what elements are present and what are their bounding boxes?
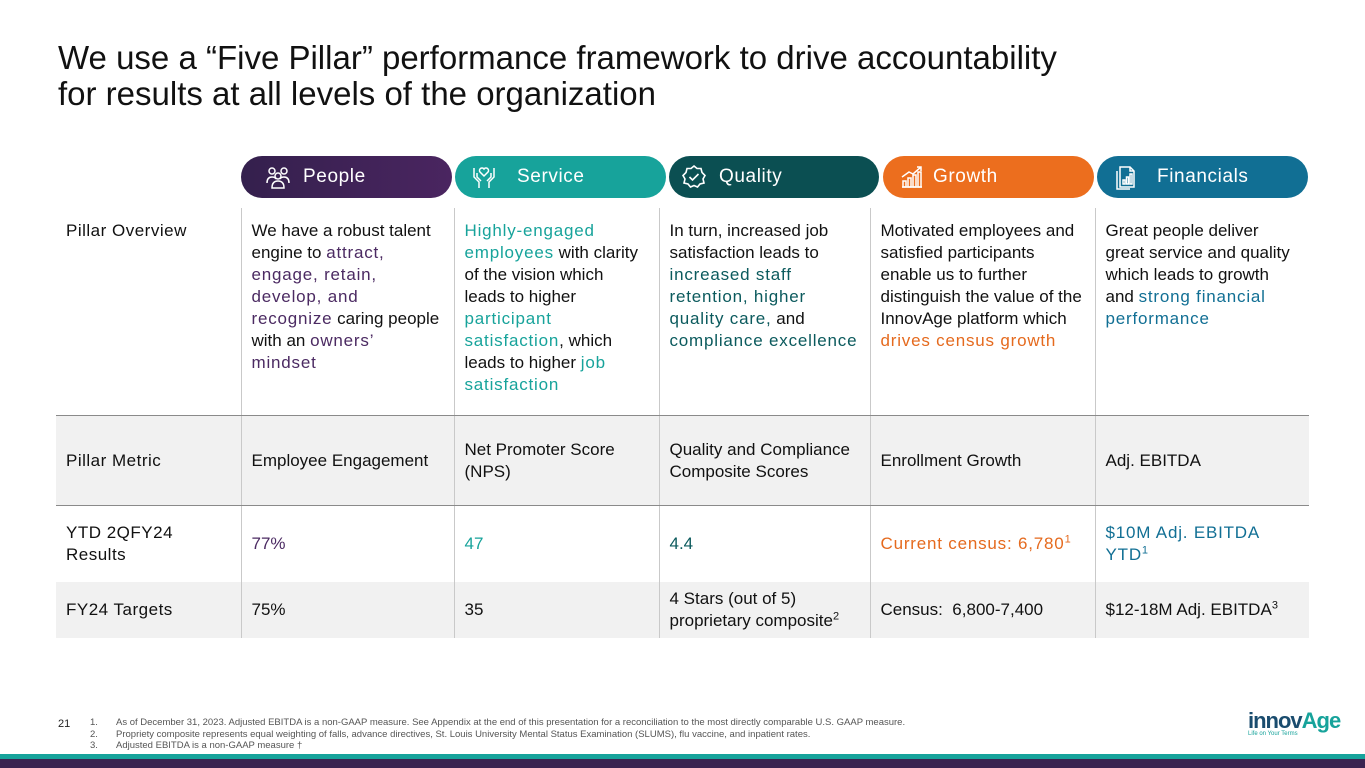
metric-financials: Adj. EBITDA [1094,415,1309,506]
footer-bar-teal [0,754,1365,759]
footnotes: 1. As of December 31, 2023. Adjusted EBIT… [90,717,905,752]
results-service: 47 [453,505,659,582]
slide-title: We use a “Five Pillar” performance frame… [58,40,1178,112]
results-financials: $10M Adj. EBITDA YTD1 [1094,505,1309,582]
title-line-2: for results at all levels of the organiz… [58,75,656,112]
row-fy24-targets: FY24 Targets 75% 35 4 Stars (out of 5) p… [56,582,1309,638]
footnote: 3. Adjusted EBITDA is a non-GAAP measure … [90,740,303,751]
overview-growth: Motivated employees and satisfied partic… [869,208,1095,416]
pillar-service: Service [455,156,666,198]
metric-service: Net Promoter Score (NPS) [453,415,659,506]
pillar-people: People [241,156,452,198]
targets-growth: Census: 6,800-7,400 [869,582,1095,638]
results-growth: Current census: 6,7801 [869,505,1095,582]
row-label: Pillar Metric [56,415,241,506]
footnote: 1. As of December 31, 2023. Adjusted EBIT… [90,717,906,728]
metric-quality: Quality and Compliance Composite Scores [658,415,870,506]
row-label: YTD 2QFY24 Results [66,523,174,564]
row-label: Pillar Overview [56,208,241,416]
pillar-label: Financials [1157,166,1249,187]
hands-heart-icon [473,167,495,188]
pillar-label: Service [517,166,585,187]
pillar-financials: Financials [1097,156,1308,198]
metric-growth: Enrollment Growth [869,415,1095,506]
overview-quality: In turn, increased job satisfaction lead… [658,208,870,416]
targets-service: 35 [453,582,659,638]
pillar-label: People [303,166,366,187]
targets-people: 75% [240,582,454,638]
targets-financials: $12-18M Adj. EBITDA3 [1094,582,1309,638]
row-pillar-overview: Pillar Overview We have a robust talent … [56,208,1309,416]
pillar-label: Growth [933,166,998,187]
innovage-logo: innovAge Life on Your Terms [1248,708,1341,738]
overview-financials: Great people deliver great service and q… [1094,208,1309,416]
badge-check-icon [682,164,706,188]
people-icon [266,167,290,189]
pillar-table: Pillar Overview We have a robust talent … [56,208,1309,638]
results-people: 77% [240,505,454,582]
page-number: 21 [58,718,71,730]
row-ytd-results: YTD 2QFY24 Results 77% 47 4.4 Current ce… [56,505,1309,582]
targets-quality: 4 Stars (out of 5) proprietary composite… [658,582,870,638]
footnote: 2. Propriety composite represents equal w… [90,728,811,740]
overview-people: We have a robust talent engine to attrac… [240,208,454,416]
row-label: FY24 Targets [56,582,241,638]
pillar-label: Quality [719,166,783,187]
pillar-quality: Quality [669,156,879,198]
overview-service: Highly-engaged employees with clarity of… [453,208,659,416]
financial-doc-icon [1116,166,1135,190]
footer-bar-purple [0,759,1365,768]
results-quality: 4.4 [658,505,870,582]
row-pillar-metric: Pillar Metric Employee Engagement Net Pr… [56,415,1309,506]
growth-chart-icon [901,166,922,188]
pillar-growth: Growth [883,156,1094,198]
title-line-1: We use a “Five Pillar” performance frame… [58,39,1057,76]
metric-people: Employee Engagement [240,415,454,506]
